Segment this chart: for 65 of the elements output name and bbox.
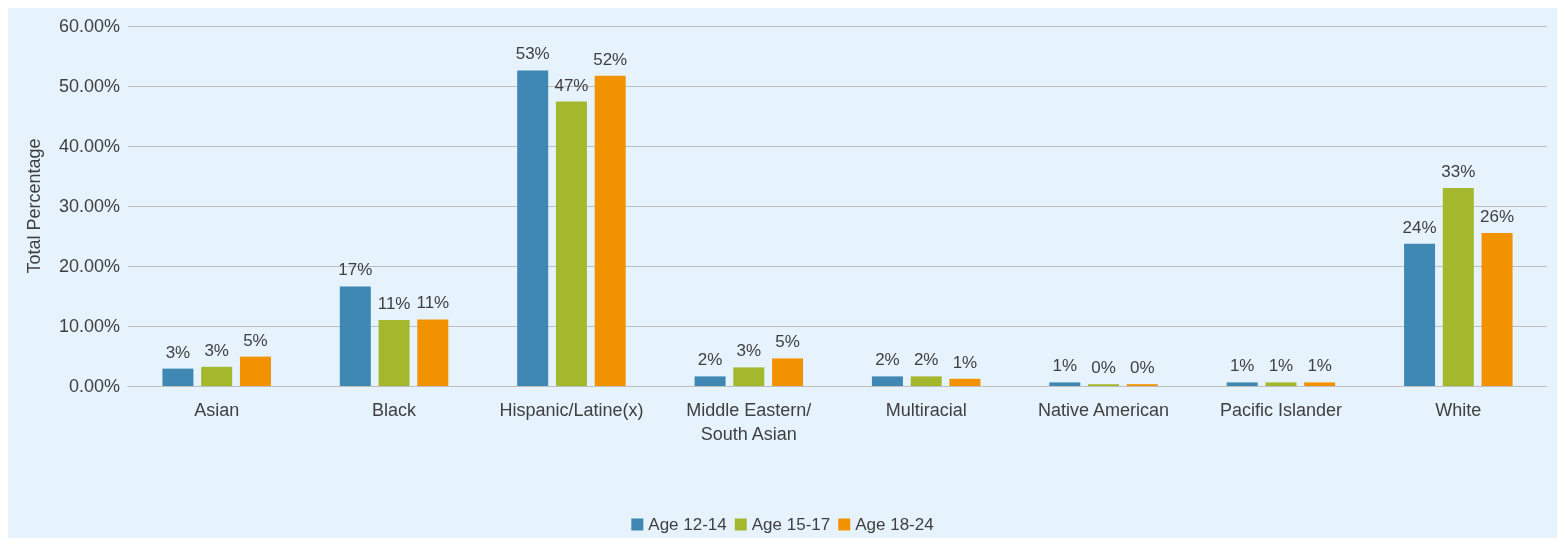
bar (1481, 233, 1513, 386)
data-label: 1% (1052, 356, 1078, 376)
y-tick-label: 40.00% (58, 136, 120, 156)
data-label: 2% (913, 350, 939, 370)
legend-label: Age 18-24 (855, 515, 934, 534)
data-label: 1% (1229, 356, 1255, 376)
bar (378, 320, 410, 386)
data-label: 11% (416, 293, 450, 313)
bar (239, 356, 271, 386)
x-tick-label: Multiracial (885, 400, 967, 420)
bar (555, 101, 587, 386)
bar (1049, 382, 1081, 386)
data-label: 26% (1480, 207, 1515, 226)
y-tick-label: 60.00% (58, 16, 120, 36)
legend-label: Age 15-17 (751, 515, 831, 534)
data-label: 17% (338, 260, 373, 280)
y-axis-title: Total Percentage (24, 138, 44, 274)
y-tick-label: 10.00% (58, 316, 120, 336)
data-label: 3% (165, 342, 191, 362)
bar (871, 376, 903, 386)
x-tick-label: White (1435, 400, 1482, 420)
bar (1304, 382, 1336, 386)
bar (1404, 243, 1436, 386)
bar (417, 319, 449, 386)
data-label: 5% (243, 330, 268, 350)
bar (339, 286, 371, 386)
data-label: 33% (1441, 162, 1476, 181)
data-label: 1% (1307, 356, 1332, 376)
data-label: 53% (515, 44, 550, 64)
bar (594, 75, 626, 386)
x-tick-label: Middle Eastern/South Asian (686, 400, 812, 444)
data-label: 0% (1130, 358, 1155, 378)
bar (949, 378, 981, 386)
bar (1265, 382, 1297, 386)
bar (1442, 188, 1474, 386)
data-label: 11% (377, 294, 411, 313)
bar (733, 367, 765, 386)
y-tick-label: 50.00% (58, 76, 120, 96)
data-label: 2% (697, 350, 723, 370)
data-label: 24% (1402, 217, 1437, 237)
data-label: 0% (1091, 358, 1116, 378)
bar (517, 70, 549, 386)
y-tick-label: 0.00% (68, 376, 120, 396)
data-label: 3% (736, 341, 762, 361)
bar (772, 358, 804, 386)
legend-label: Age 12-14 (648, 515, 727, 534)
data-label: 3% (204, 340, 229, 360)
data-label: 2% (875, 350, 900, 370)
data-label: 47% (554, 75, 589, 95)
x-tick-label: Black (372, 400, 418, 420)
y-tick-label: 30.00% (58, 196, 120, 216)
bar (162, 368, 194, 386)
x-tick-label: Native American (1038, 400, 1170, 420)
x-tick-label: Hispanic/Latine(x) (499, 400, 644, 420)
x-tick-label: Asian (194, 400, 240, 420)
data-label: 5% (775, 332, 800, 352)
bar (694, 376, 726, 386)
data-label: 52% (593, 49, 628, 69)
data-label: 1% (1268, 356, 1294, 376)
y-tick-label: 20.00% (58, 256, 120, 276)
data-label: 1% (952, 352, 978, 372)
bar (910, 376, 942, 386)
x-tick-label: Pacific Islander (1219, 400, 1342, 420)
bar (201, 366, 233, 386)
bar (1226, 382, 1258, 386)
